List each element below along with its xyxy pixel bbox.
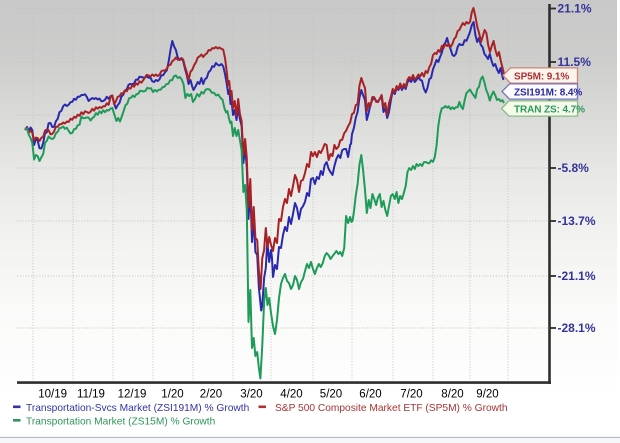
svg-text:10/19: 10/19 (38, 389, 67, 401)
svg-text:11/19: 11/19 (77, 389, 105, 401)
svg-text:Transportation Market (ZS15M): Transportation Market (ZS15M) % Growth (26, 417, 215, 428)
svg-text:12/19: 12/19 (118, 389, 147, 401)
svg-text:6/20: 6/20 (359, 389, 381, 401)
svg-text:3/20: 3/20 (240, 389, 262, 401)
svg-text:8/20: 8/20 (441, 389, 463, 401)
svg-text:SP5M: 9.1%: SP5M: 9.1% (514, 71, 569, 82)
svg-text:TRAN ZS: 4.7%: TRAN ZS: 4.7% (514, 104, 585, 115)
svg-text:-5.8%: -5.8% (558, 161, 590, 175)
svg-text:ZSI191M: 8.4%: ZSI191M: 8.4% (514, 87, 582, 98)
svg-text:-21.1%: -21.1% (558, 269, 596, 283)
svg-text:9/20: 9/20 (476, 389, 498, 401)
svg-text:5/20: 5/20 (320, 389, 342, 401)
svg-text:S&P 500 Composite Market ETF (: S&P 500 Composite Market ETF (SP5M) % Gr… (275, 403, 508, 414)
svg-text:7/20: 7/20 (400, 389, 422, 401)
svg-text:11.5%: 11.5% (558, 55, 592, 69)
svg-text:4/20: 4/20 (280, 389, 302, 401)
svg-text:2/20: 2/20 (200, 389, 222, 401)
svg-text:1/20: 1/20 (161, 389, 183, 401)
svg-text:21.1%: 21.1% (558, 2, 592, 16)
svg-text:Transportation-Svcs Market (ZS: Transportation-Svcs Market (ZSI191M) % G… (26, 403, 249, 414)
svg-text:-13.7%: -13.7% (558, 214, 596, 228)
svg-text:-28.1%: -28.1% (558, 321, 596, 335)
